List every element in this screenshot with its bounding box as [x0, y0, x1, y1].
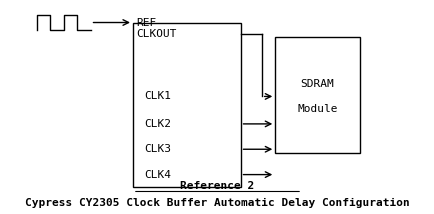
Bar	[132, 22, 240, 187]
Text: CLK1: CLK1	[144, 91, 171, 101]
Text: Module: Module	[296, 104, 337, 114]
Text: CLK3: CLK3	[144, 144, 171, 154]
Text: Cypress CY2305 Clock Buffer Automatic Delay Configuration: Cypress CY2305 Clock Buffer Automatic De…	[25, 198, 409, 208]
Text: SDRAM: SDRAM	[300, 79, 334, 89]
Text: CLKOUT: CLKOUT	[136, 29, 177, 39]
Text: Reference 2: Reference 2	[180, 181, 254, 192]
Text: CLK4: CLK4	[144, 169, 171, 180]
Bar	[275, 37, 359, 153]
Text: REF: REF	[136, 18, 157, 28]
Text: CLK2: CLK2	[144, 119, 171, 129]
